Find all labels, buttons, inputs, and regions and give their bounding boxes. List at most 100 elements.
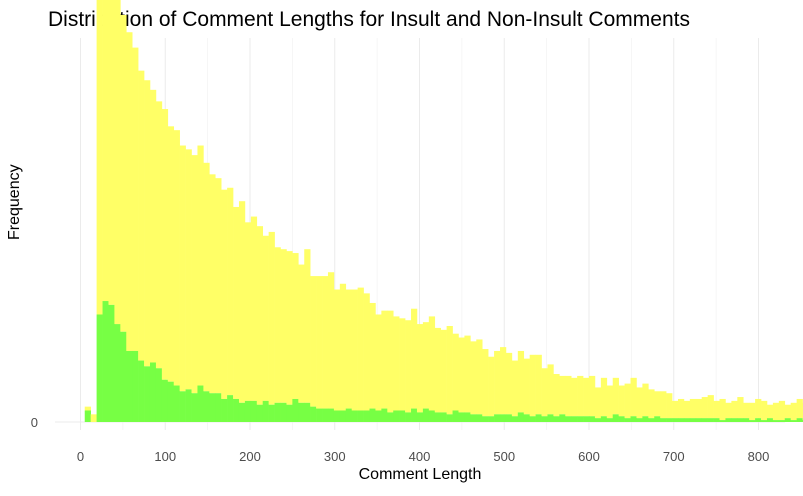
non-insult-bar (488, 356, 495, 417)
insult-bar (654, 416, 661, 422)
histogram-bars (84, 0, 803, 422)
non-insult-bar (84, 406, 91, 411)
insult-bar (600, 416, 608, 422)
non-insult-bar (191, 155, 198, 394)
non-insult-bar (310, 276, 317, 407)
non-insult-bar (197, 145, 204, 386)
insult-bar (238, 402, 246, 422)
insult-bar (630, 416, 637, 422)
non-insult-bar (529, 354, 536, 417)
insult-bar (227, 395, 234, 422)
insult-bar (434, 412, 441, 422)
non-insult-bar (707, 395, 714, 419)
insult-bar (167, 381, 175, 422)
insult-bar (494, 414, 501, 422)
insult-bar (719, 420, 726, 422)
non-insult-bar (215, 178, 222, 394)
insult-bar (766, 418, 774, 422)
non-insult-bar (778, 400, 786, 421)
non-insult-bar (494, 350, 501, 415)
non-insult-bar (393, 316, 400, 411)
insult-bar (636, 418, 643, 422)
insult-bar (571, 416, 578, 422)
non-insult-bar (523, 358, 530, 415)
insult-bar (120, 331, 127, 422)
non-insult-bar (500, 347, 507, 415)
non-insult-bar (339, 283, 347, 411)
non-insult-bar (452, 333, 459, 411)
insult-bar (464, 412, 471, 422)
insult-bar (458, 412, 465, 422)
non-insult-bar (624, 383, 631, 419)
non-insult-bar (482, 349, 489, 417)
x-axis-label: Comment Length (358, 466, 482, 483)
non-insult-bar (227, 187, 234, 396)
insult-bar (393, 410, 400, 422)
non-insult-bar (416, 324, 424, 413)
non-insult-bar (565, 375, 572, 417)
insult-bar (743, 418, 750, 422)
insult-bar (132, 350, 139, 422)
non-insult-bar (571, 377, 578, 417)
insult-bar (701, 418, 708, 422)
non-insult-bar (583, 377, 590, 417)
insult-bar (345, 408, 352, 422)
insult-bar (102, 301, 109, 422)
insult-bar (594, 418, 602, 422)
insult-bar (606, 418, 614, 422)
non-insult-bar (749, 402, 756, 421)
insult-bar (375, 410, 382, 422)
insult-bar (333, 410, 341, 422)
non-insult-bar (422, 322, 430, 409)
insult-bar (244, 400, 252, 422)
insult-bar (583, 416, 590, 422)
non-insult-bar (203, 162, 210, 392)
insult-bar (689, 418, 697, 422)
insult-bar (535, 414, 542, 422)
insult-bar (322, 408, 329, 422)
non-insult-bar (304, 249, 311, 403)
insult-bar (695, 418, 703, 422)
insult-bar (523, 414, 530, 422)
non-insult-bar (405, 320, 412, 413)
insult-bar (772, 420, 780, 422)
insult-bar (250, 400, 258, 422)
x-tick-label: 800 (748, 449, 770, 464)
non-insult-bar (333, 289, 341, 411)
insult-bar (155, 368, 163, 422)
insult-bar (138, 360, 145, 422)
x-tick-label: 200 (239, 449, 261, 464)
non-insult-bar (790, 402, 797, 421)
non-insult-bar (654, 391, 661, 417)
insult-bar (405, 412, 412, 422)
non-insult-bar (369, 302, 376, 409)
insult-bar (96, 314, 103, 422)
insult-bar (363, 410, 370, 422)
non-insult-bar (428, 316, 436, 411)
non-insult-bar (96, 0, 103, 315)
insult-bar (191, 393, 198, 422)
non-insult-bar (719, 398, 726, 421)
non-insult-bar (470, 341, 477, 415)
insult-bar (179, 391, 186, 422)
non-insult-bar (108, 0, 115, 305)
non-insult-bar (517, 350, 525, 413)
non-insult-bar (144, 80, 151, 367)
non-insult-bar (381, 310, 388, 409)
non-insult-bar (666, 393, 673, 419)
non-insult-bar (298, 264, 305, 403)
insult-bar (559, 414, 566, 422)
non-insult-bar (630, 377, 637, 417)
insult-bar (784, 418, 792, 422)
non-insult-bar (672, 400, 679, 419)
non-insult-bar (316, 276, 323, 409)
non-insult-bar (351, 289, 358, 411)
insult-bar (790, 420, 797, 422)
non-insult-bar (268, 231, 275, 405)
x-tick-label: 600 (578, 449, 600, 464)
insult-bar (452, 410, 459, 422)
insult-bar (84, 410, 91, 422)
non-insult-bar (648, 389, 655, 419)
non-insult-bar (375, 314, 382, 411)
